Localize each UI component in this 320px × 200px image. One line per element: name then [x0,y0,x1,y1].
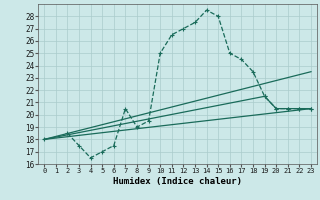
X-axis label: Humidex (Indice chaleur): Humidex (Indice chaleur) [113,177,242,186]
